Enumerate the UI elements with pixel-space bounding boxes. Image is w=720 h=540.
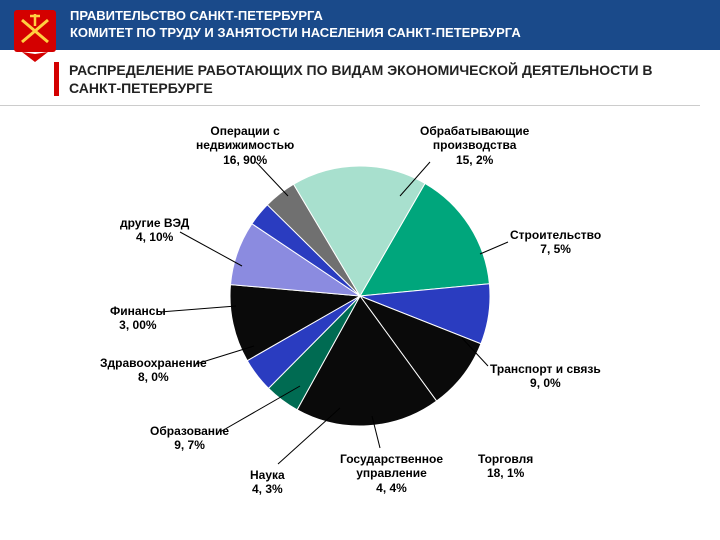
pie-chart-area: Обрабатывающиепроизводства15, 2% Строител… xyxy=(0,106,720,536)
slice-label: Здравоохранение8, 0% xyxy=(100,356,207,385)
header-line2: КОМИТЕТ ПО ТРУДУ И ЗАНЯТОСТИ НАСЕЛЕНИЯ С… xyxy=(70,25,521,42)
slice-label: Строительство7, 5% xyxy=(510,228,601,257)
slice-label: Обрабатывающиепроизводства15, 2% xyxy=(420,124,529,167)
header-band: ПРАВИТЕЛЬСТВО САНКТ-ПЕТЕРБУРГА КОМИТЕТ П… xyxy=(0,0,720,50)
slice-label: Государственноеуправление4, 4% xyxy=(340,452,443,495)
header-text: ПРАВИТЕЛЬСТВО САНКТ-ПЕТЕРБУРГА КОМИТЕТ П… xyxy=(70,8,521,42)
subtitle-row: РАСПРЕДЕЛЕНИЕ РАБОТАЮЩИХ ПО ВИДАМ ЭКОНОМ… xyxy=(0,50,700,106)
slice-label: Финансы3, 00% xyxy=(110,304,166,333)
header-line1: ПРАВИТЕЛЬСТВО САНКТ-ПЕТЕРБУРГА xyxy=(70,8,521,25)
spb-emblem xyxy=(10,6,60,62)
slice-label: Торговля18, 1% xyxy=(478,452,533,481)
slice-label: Транспорт и связь9, 0% xyxy=(490,362,601,391)
slice-label: другие ВЭД4, 10% xyxy=(120,216,189,245)
slice-label: Образование9, 7% xyxy=(150,424,229,453)
leader-line xyxy=(160,306,236,312)
slice-label: Операции снедвижимостью16, 90% xyxy=(196,124,294,167)
page-subtitle: РАСПРЕДЕЛЕНИЕ РАБОТАЮЩИХ ПО ВИДАМ ЭКОНОМ… xyxy=(69,62,680,97)
slice-label: Наука4, 3% xyxy=(250,468,285,497)
pie-chart xyxy=(230,166,490,426)
red-accent-bar xyxy=(54,62,59,96)
